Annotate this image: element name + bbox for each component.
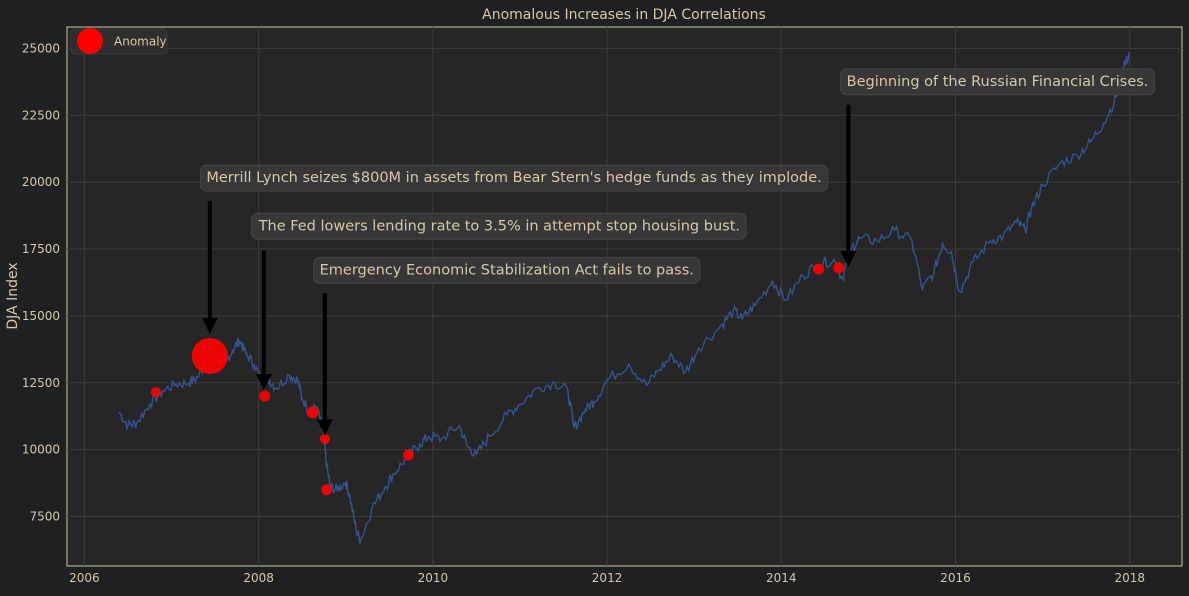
chart-title: Anomalous Increases in DJA Correlations <box>482 7 766 23</box>
x-tick-label: 2014 <box>766 571 797 585</box>
annotation: The Fed lowers lending rate to 3.5% in a… <box>251 212 747 240</box>
anomaly-point <box>319 433 330 444</box>
annotation-box <box>251 212 747 240</box>
anomaly-point <box>306 406 319 419</box>
annotation: Beginning of the Russian Financial Crise… <box>840 68 1155 96</box>
legend-anomaly-label: Anomaly <box>114 35 167 49</box>
anomaly-point <box>259 390 271 402</box>
annotation-text: The Fed lowers lending rate to 3.5% in a… <box>258 218 740 234</box>
annotation-box <box>840 68 1155 96</box>
x-tick-label: 2008 <box>243 571 274 585</box>
legend: Anomaly <box>70 28 168 55</box>
anomaly-point <box>813 263 825 275</box>
annotation-box <box>199 164 829 192</box>
anomaly-point <box>833 262 845 274</box>
y-tick-label: 15000 <box>22 309 60 323</box>
annotation-text: Emergency Economic Stabilization Act fai… <box>320 262 694 278</box>
y-axis: 7500 10000 12500 15000 17500 20000 22500 25000 <box>22 41 60 523</box>
y-tick-label: 25000 <box>22 41 60 55</box>
anomaly-point <box>150 387 161 398</box>
series-line-dja-index <box>118 51 1131 545</box>
annotation-text: Beginning of the Russian Financial Crise… <box>847 74 1149 90</box>
annotation: Merrill Lynch seizes $800M in assets fro… <box>199 164 829 192</box>
annotations: Merrill Lynch seizes $800M in assets fro… <box>199 68 1155 436</box>
x-tick-label: 2016 <box>940 571 971 585</box>
y-tick-label: 20000 <box>22 175 60 189</box>
annotation-box <box>313 256 701 284</box>
plot-area <box>66 26 1183 567</box>
y-tick-label: 22500 <box>22 108 60 122</box>
y-axis-label: DJA Index <box>5 262 21 329</box>
y-tick-label: 7500 <box>29 510 60 524</box>
y-tick-label: 10000 <box>22 443 60 457</box>
x-tick-label: 2012 <box>592 571 623 585</box>
anomaly-point <box>321 484 333 496</box>
legend-anomaly-marker <box>77 28 103 54</box>
x-axis: 2006 2008 2010 2012 2014 2016 2018 <box>69 571 1145 585</box>
anomaly-point <box>191 338 228 375</box>
y-tick-label: 12500 <box>22 376 60 390</box>
annotation: Emergency Economic Stabilization Act fai… <box>313 256 701 284</box>
x-tick-label: 2006 <box>69 571 100 585</box>
y-tick-label: 17500 <box>22 242 60 256</box>
x-tick-label: 2010 <box>418 571 449 585</box>
annotation-text: Merrill Lynch seizes $800M in assets fro… <box>206 170 821 186</box>
anomaly-point <box>402 449 414 461</box>
x-tick-label: 2018 <box>1114 571 1145 585</box>
